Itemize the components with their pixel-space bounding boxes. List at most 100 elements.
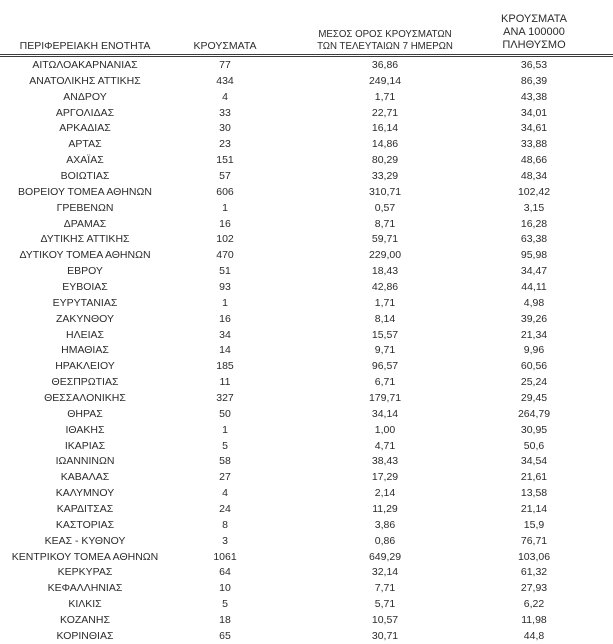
table-row: ΗΡΑΚΛΕΙΟΥ 185 96,57 60,56 [0,358,613,374]
avg-7day-cell: 18,43 [371,265,399,278]
table-row: ΒΟΡΕΙΟΥ ΤΟΜΕΑ ΑΘΗΝΩΝ 606 310,71 102,42 [0,184,613,200]
cases-cell: 14 [219,344,231,357]
cases-cell: 24 [219,502,231,515]
table-row: ΑΧΑΪΑΣ 151 80,29 48,66 [0,152,613,168]
avg-7day-cell: 8,14 [374,312,396,325]
cases-cell: 185 [216,360,234,373]
region-name-cell: ΚΕΦΑΛΛΗΝΙΑΣ [47,582,123,595]
per-100k-cell: 34,47 [520,265,548,278]
cases-cell: 5 [222,598,228,611]
avg-7day-cell: 30,71 [371,629,399,642]
avg-7day-cell: 229,00 [368,249,402,262]
per-100k-cell: 9,96 [523,344,545,357]
table-row: ΒΟΙΩΤΙΑΣ 57 33,29 48,34 [0,168,613,184]
per-100k-cell: 61,32 [520,566,548,579]
table-header-row: ΠΕΡΙΦΕΡΕΙΑΚΗ ΕΝΟΤΗΤΑ ΚΡΟΥΣΜΑΤΑ ΜΕΣΟΣ ΟΡΟ… [0,0,613,57]
avg-7day-cell: 1,71 [374,90,396,103]
table-row: ΕΥΡΥΤΑΝΙΑΣ 1 1,71 4,98 [0,295,613,311]
per-100k-cell: 16,28 [520,217,548,230]
table-row: ΘΕΣΣΑΛΟΝΙΚΗΣ 327 179,71 29,45 [0,390,613,406]
region-name-cell: ΚΑΣΤΟΡΙΑΣ [55,518,115,531]
cases-cell: 51 [219,265,231,278]
per-100k-cell: 63,38 [520,233,548,246]
table-row: ΑΝΑΤΟΛΙΚΗΣ ΑΤΤΙΚΗΣ 434 249,14 86,39 [0,73,613,89]
table-row: ΚΑΒΑΛΑΣ 27 17,29 21,61 [0,469,613,485]
per-100k-cell: 21,34 [520,328,548,341]
region-name-cell: ΚΕΑΣ - ΚΥΘΝΟΥ [44,534,126,547]
per-100k-cell: 34,01 [520,106,548,119]
table-row: ΖΑΚΥΝΘΟΥ 16 8,14 39,26 [0,311,613,327]
region-name-cell: ΒΟΡΕΙΟΥ ΤΟΜΕΑ ΑΘΗΝΩΝ [18,185,152,198]
avg-7day-cell: 42,86 [371,280,399,293]
per-100k-cell: 264,79 [517,407,551,420]
per-100k-cell: 11,98 [521,614,547,626]
cases-cell: 34 [219,328,231,341]
cases-cell: 10 [219,582,231,595]
per-100k-cell: 21,14 [520,502,548,515]
region-name-cell: ΔΡΑΜΑΣ [63,217,107,230]
per-100k-cell: 39,26 [520,312,548,325]
cases-cell: 4 [222,487,228,500]
cases-cell: 151 [216,154,234,167]
avg-7day-cell: 38,43 [371,455,399,468]
table-row: ΙΚΑΡΙΑΣ 5 4,71 50,6 [0,438,613,454]
region-name-cell: ΑΡΤΑΣ [68,138,102,151]
column-header-per-100k-line1: ΚΡΟΥΣΜΑΤΑ ΑΝΑ 100000 [501,13,567,39]
avg-7day-cell: 249,14 [368,74,402,87]
avg-7day-cell: 0,57 [374,201,396,214]
column-header-avg-7day: ΜΕΣΟΣ ΟΡΟΣ ΚΡΟΥΣΜΑΤΩΝ ΤΩΝ ΤΕΛΕΥΤΑΙΩΝ 7 Η… [280,29,490,54]
region-name-cell: ΘΕΣΠΡΩΤΙΑΣ [51,376,119,389]
region-name-cell: ΚΟΡΙΝΘΙΑΣ [56,629,114,642]
per-100k-cell: 30,95 [520,423,548,436]
table-row: ΚΑΛΥΜΝΟΥ 4 2,14 13,58 [0,485,613,501]
per-100k-cell: 15,9 [523,518,545,531]
column-header-per-100k-line2: ΠΛΗΘΥΣΜΟ [502,39,566,52]
per-100k-cell: 6,22 [523,598,545,611]
region-name-cell: ΘΕΣΣΑΛΟΝΙΚΗΣ [44,391,126,404]
table-row: ΚΕΡΚΥΡΑΣ 64 32,14 61,32 [0,565,613,581]
table-row: ΑΝΔΡΟΥ 4 1,71 43,38 [0,89,613,105]
per-100k-cell: 48,34 [520,169,548,182]
cases-cell: 16 [219,312,231,325]
table-row: ΑΡΤΑΣ 23 14,86 33,88 [0,136,613,152]
table-row: ΘΗΡΑΣ 50 34,14 264,79 [0,406,613,422]
avg-7day-cell: 96,57 [371,360,399,373]
table-row: ΘΕΣΠΡΩΤΙΑΣ 11 6,71 25,24 [0,374,613,390]
cases-cell: 50 [219,407,231,420]
avg-7day-cell: 1,00 [374,423,396,436]
region-name-cell: ΑΡΓΟΛΙΔΑΣ [55,106,115,119]
avg-7day-cell: 11,29 [372,502,398,515]
region-name-cell: ΑΝΑΤΟΛΙΚΗΣ ΑΤΤΙΚΗΣ [29,74,141,87]
avg-7day-cell: 59,71 [371,233,399,246]
column-header-per-100k: ΚΡΟΥΣΜΑΤΑ ΑΝΑ 100000 ΠΛΗΘΥΣΜΟ [490,13,613,54]
table-row: ΙΩΑΝΝΙΝΩΝ 58 38,43 34,54 [0,453,613,469]
cases-cell: 434 [216,74,234,87]
per-100k-cell: 43,38 [520,90,548,103]
cases-cell: 1061 [213,550,237,563]
per-100k-cell: 86,39 [520,74,548,87]
avg-7day-cell: 22,71 [371,106,399,119]
table-row: ΗΛΕΙΑΣ 34 15,57 21,34 [0,327,613,343]
cases-cell: 102 [216,233,234,246]
cases-cell: 27 [219,471,231,484]
region-name-cell: ΑΙΤΩΛΟΑΚΑΡΝΑΝΙΑΣ [32,58,138,71]
avg-7day-cell: 10,57 [371,614,399,626]
region-name-cell: ΗΜΑΘΙΑΣ [61,344,109,357]
per-100k-cell: 13,58 [520,487,548,500]
cases-cell: 16 [219,217,231,230]
table-row: ΙΘΑΚΗΣ 1 1,00 30,95 [0,422,613,438]
cases-cell: 3 [222,534,228,547]
avg-7day-cell: 1,71 [374,296,396,309]
cases-cell: 93 [219,280,231,293]
avg-7day-cell: 9,71 [374,344,396,357]
column-header-avg-7day-line1: ΜΕΣΟΣ ΟΡΟΣ ΚΡΟΥΣΜΑΤΩΝ [318,29,452,41]
region-name-cell: ΚΙΛΚΙΣ [68,598,102,611]
avg-7day-cell: 649,29 [368,550,402,563]
region-name-cell: ΔΥΤΙΚΗΣ ΑΤΤΙΚΗΣ [40,233,130,246]
per-100k-cell: 29,45 [520,391,548,404]
cases-cell: 18 [219,614,231,626]
cases-cell: 23 [219,138,231,151]
avg-7day-cell: 80,29 [371,154,399,167]
avg-7day-cell: 33,29 [371,169,399,182]
per-100k-cell: 44,11 [521,280,547,293]
